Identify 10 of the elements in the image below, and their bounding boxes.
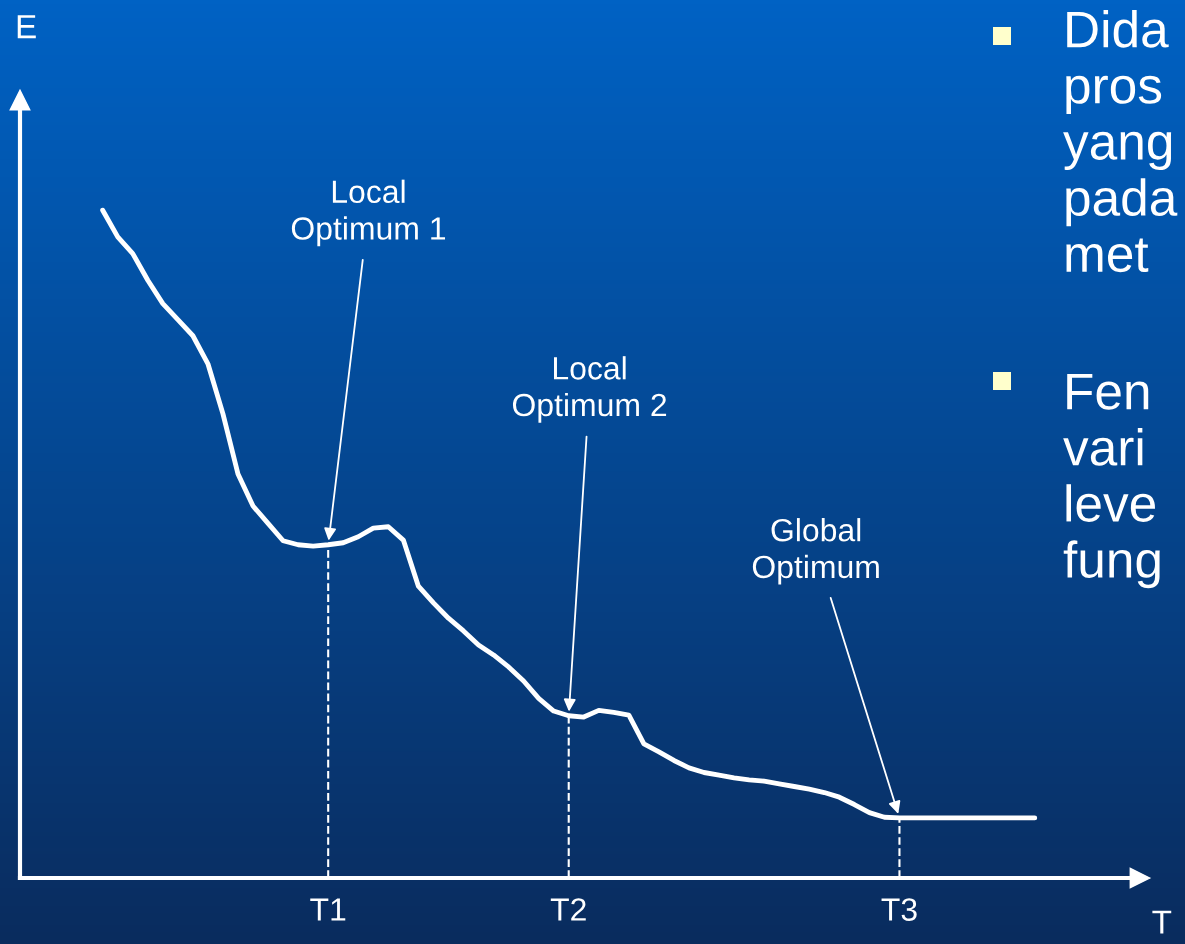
text: E (17, 15, 36, 39)
annotation: Local Optimum 2 (512, 356, 667, 423)
annotation: Global Optimum (752, 518, 879, 585)
x-tick-label: T1 (310, 898, 346, 921)
text: Fen vari leve fung (1063, 373, 1160, 589)
x-tick-label: T2 (550, 898, 586, 921)
x-tick-label: T3 (881, 898, 917, 921)
x-axis-title: T (1152, 910, 1172, 934)
text: Dida pros yang pada met (1063, 10, 1178, 273)
annotation: Local Optimum 1 (291, 179, 446, 247)
